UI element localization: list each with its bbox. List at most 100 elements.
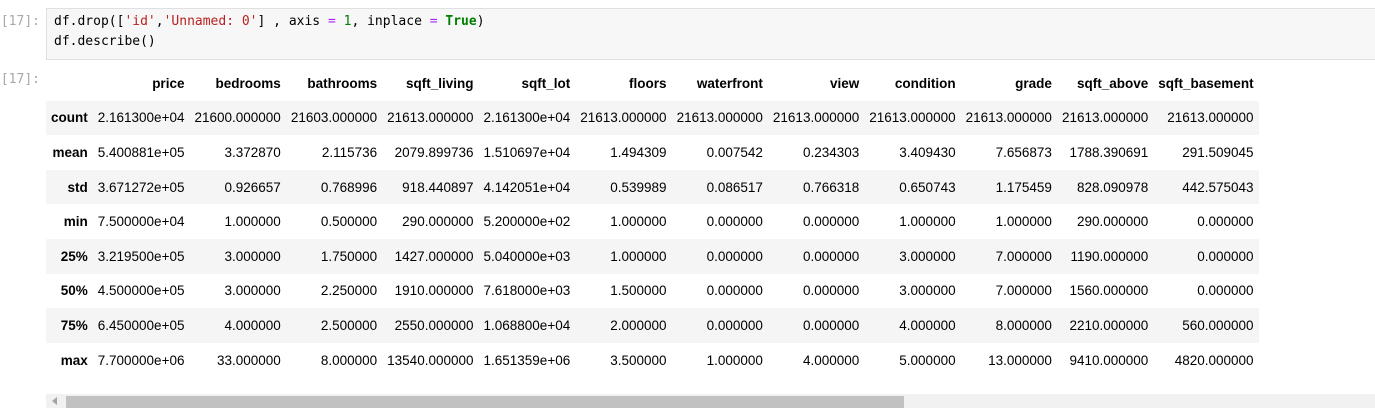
table-cell: 1788.390691 <box>1069 144 1149 160</box>
table-row: std 3.671272e+05 0.926657 0.768996 918.44089… <box>46 169 1259 205</box>
code-token <box>336 14 344 29</box>
table-cell: 3.219500e+05 <box>97 248 185 264</box>
table-cell: 3.671272e+05 <box>97 179 185 195</box>
column-header: grade <box>1015 75 1052 91</box>
table-cell: 1560.000000 <box>1069 283 1149 299</box>
table-cell: 2.161300e+04 <box>483 110 571 126</box>
table-cell: 1.510697e+04 <box>483 144 571 160</box>
table-cell: 0.000000 <box>1197 214 1254 230</box>
table-cell: 1910.000000 <box>394 283 474 299</box>
row-label: 25% <box>60 248 88 264</box>
table-cell: 828.090978 <box>1076 179 1149 195</box>
table-cell: 0.007542 <box>706 144 763 160</box>
table-cell: 13.000000 <box>988 352 1052 368</box>
table-cell: 21613.000000 <box>580 110 667 126</box>
table-cell: 21613.000000 <box>676 110 763 126</box>
table-cell: 7.656873 <box>995 144 1052 160</box>
code-editor[interactable]: df.drop(['id','Unnamed: 0'] , axis = 1, … <box>54 12 485 52</box>
table-cell: 1.500000 <box>610 283 667 299</box>
code-keyword: True <box>445 14 477 29</box>
code-number: 1 <box>343 14 352 29</box>
column-header: view <box>829 75 860 91</box>
table-cell: 7.000000 <box>995 283 1052 299</box>
table-cell: 1.000000 <box>899 214 956 230</box>
table-cell: 4820.000000 <box>1174 352 1254 368</box>
table-cell: 3.000000 <box>224 248 281 264</box>
table-cell: 1.750000 <box>320 248 378 264</box>
table-cell: 7.618000e+03 <box>483 283 571 299</box>
code-token: , <box>155 14 164 29</box>
table-cell: 2.500000 <box>320 317 378 333</box>
scroll-left-arrow-icon[interactable] <box>52 397 57 405</box>
code-input-cell[interactable]: df.drop(['id','Unnamed: 0'] , axis = 1, … <box>46 8 1375 60</box>
table-cell: 1.175459 <box>995 179 1052 195</box>
table-cell: 3.000000 <box>224 283 281 299</box>
table-cell: 560.000000 <box>1182 317 1254 333</box>
code-token: df.drop([ <box>54 14 125 29</box>
table-cell: 5.200000e+02 <box>483 214 571 230</box>
table-cell: 1.651359e+06 <box>483 352 571 368</box>
table-cell: 4.500000e+05 <box>97 283 185 299</box>
horizontal-scrollbar[interactable] <box>46 394 1375 408</box>
table-cell: 1.000000 <box>610 248 667 264</box>
table-cell: 33.000000 <box>216 352 281 368</box>
table-cell: 1.000000 <box>224 214 281 230</box>
table-cell: 5.000000 <box>899 352 956 368</box>
table-header-row: price bedrooms bathrooms sqft_living sqft_lo… <box>46 66 1259 101</box>
row-label: 75% <box>60 317 88 333</box>
table-cell: 290.000000 <box>402 214 474 230</box>
code-string: 'id' <box>124 14 156 29</box>
table-cell: 3.000000 <box>899 283 956 299</box>
column-header: sqft_living <box>405 75 474 91</box>
index-header <box>46 66 93 101</box>
table-cell: 290.000000 <box>1076 214 1149 230</box>
table-cell: 2.161300e+04 <box>97 110 185 126</box>
column-header: condition <box>894 75 956 91</box>
row-label: min <box>63 214 88 230</box>
row-label: std <box>67 179 88 195</box>
code-line-1: df.drop(['id','Unnamed: 0'] , axis = 1, … <box>54 14 485 29</box>
table-cell: 7.700000e+06 <box>97 352 185 368</box>
table-cell: 0.000000 <box>1197 248 1254 264</box>
table-cell: 21600.000000 <box>194 110 281 126</box>
column-header: waterfront <box>696 75 763 91</box>
table-body: count 2.161300e+04 21600.000000 21603.00000… <box>46 100 1259 378</box>
table-cell: 0.086517 <box>706 179 763 195</box>
table-cell: 3.000000 <box>899 248 956 264</box>
table-cell: 0.000000 <box>706 317 763 333</box>
table-cell: 21613.000000 <box>772 110 860 126</box>
table-cell: 0.000000 <box>802 317 860 333</box>
table-cell: 5.040000e+03 <box>483 248 571 264</box>
table-cell: 7.500000e+04 <box>97 214 185 230</box>
table-row: min 7.500000e+04 1.000000 0.500000 290.00000… <box>46 204 1259 239</box>
table-cell: 2.250000 <box>320 283 378 299</box>
table-row: 50% 4.500000e+05 3.000000 2.250000 1910.0000… <box>46 274 1259 309</box>
table-cell: 21613.000000 <box>1167 110 1254 126</box>
table-cell: 7.000000 <box>995 248 1052 264</box>
table-cell: 0.766318 <box>802 179 860 195</box>
output-prompt: [17]: <box>0 72 40 87</box>
table-cell: 0.926657 <box>224 179 281 195</box>
table-cell: 13540.000000 <box>387 352 474 368</box>
code-token: ] , axis <box>257 14 328 29</box>
table-cell: 2.000000 <box>610 317 667 333</box>
table-row: mean 5.400881e+05 3.372870 2.115736 2079.899… <box>46 135 1259 170</box>
row-label: mean <box>52 144 88 160</box>
table-cell: 2079.899736 <box>394 144 474 160</box>
table-cell: 3.500000 <box>610 352 667 368</box>
table-cell: 5.400881e+05 <box>97 144 185 160</box>
row-label: max <box>60 352 88 368</box>
table-cell: 21613.000000 <box>965 110 1052 126</box>
table-cell: 1.000000 <box>706 352 763 368</box>
row-label: 50% <box>60 283 88 299</box>
code-operator: = <box>429 14 438 29</box>
table-cell: 2550.000000 <box>394 317 474 333</box>
table-cell: 0.500000 <box>320 214 378 230</box>
table-cell: 4.000000 <box>802 352 860 368</box>
table-cell: 0.234303 <box>802 144 860 160</box>
table-cell: 4.000000 <box>899 317 956 333</box>
column-header: sqft_basement <box>1158 75 1254 91</box>
table-cell: 1427.000000 <box>394 248 474 264</box>
scrollbar-thumb[interactable] <box>66 396 904 408</box>
code-token: ) <box>476 14 485 29</box>
